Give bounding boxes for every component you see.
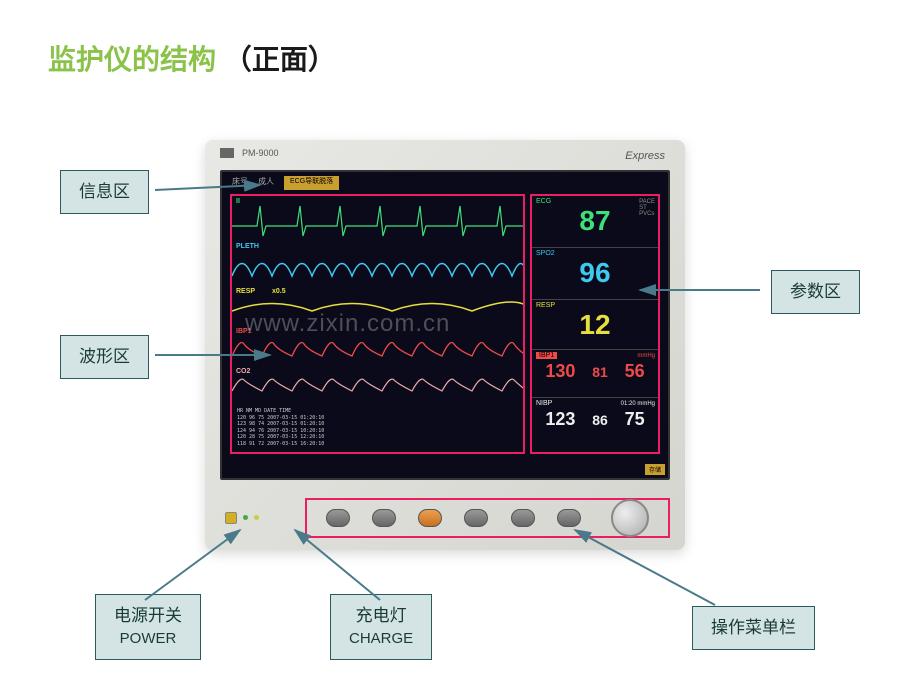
ecg-trace — [232, 196, 523, 241]
callout-text: 信息区 — [79, 182, 130, 201]
rotary-knob[interactable] — [611, 499, 649, 537]
menu-button[interactable] — [326, 509, 350, 527]
wave-label: IBP1 — [236, 328, 252, 335]
waveform-area: II PLETH RESP x0.5 IBP1 CO2 HR NM M — [230, 194, 525, 454]
callout-text: 波形区 — [79, 347, 130, 366]
wave-label: PLETH — [236, 243, 259, 250]
param-sub: PACESTPVCs — [639, 199, 655, 217]
callout-wave: 波形区 — [60, 335, 149, 379]
wave-pleth: PLETH — [232, 241, 523, 286]
wave-ibp: IBP1 — [232, 326, 523, 366]
param-label: IBP1 — [536, 352, 557, 359]
callout-info: 信息区 — [60, 170, 149, 214]
callout-power: 电源开关 POWER — [95, 594, 201, 660]
menu-button[interactable] — [511, 509, 535, 527]
param-ibp: IBP1 mmHg 130 81 56 — [532, 350, 658, 398]
param-value: 87 — [537, 199, 653, 235]
pleth-trace — [232, 241, 523, 286]
callout-menu: 操作菜单栏 — [692, 606, 815, 650]
status-chip: 存储 — [645, 464, 665, 475]
parameter-area: ECG 87 PACESTPVCs SPO2 96 RESP 12 IBP1 m… — [530, 194, 660, 454]
bp-dia: 86 — [592, 412, 608, 428]
menu-button[interactable] — [464, 509, 488, 527]
callout-param: 参数区 — [771, 270, 860, 314]
param-resp: RESP 12 — [532, 300, 658, 350]
table-row: 123 98 74 2007-03-15 01:20:10 — [237, 421, 324, 428]
param-label: ECG — [536, 198, 551, 205]
wave-ecg: II — [232, 196, 523, 241]
table-row: 120 28 75 2007-03-15 12:20:10 — [237, 434, 324, 441]
callout-sub: CHARGE — [349, 630, 413, 647]
callout-charge: 充电灯 CHARGE — [330, 594, 432, 660]
power-button[interactable] — [225, 512, 237, 524]
wave-co2: CO2 — [232, 366, 523, 401]
power-zone — [220, 512, 305, 524]
param-hr: ECG 87 PACESTPVCs — [532, 196, 658, 248]
page-title: 监护仪的结构 （正面） — [48, 38, 336, 78]
callout-text: 电源开关 — [114, 606, 182, 625]
title-main: 正面 — [252, 44, 308, 75]
title-paren-open: （ — [224, 44, 252, 75]
param-label: NIBP — [536, 400, 552, 407]
wave-label: II — [236, 198, 240, 205]
co2-trace — [232, 366, 523, 401]
param-spo2: SPO2 96 — [532, 248, 658, 300]
title-paren-close: ） — [308, 44, 336, 75]
monitor-brand-area: PM-9000 — [220, 148, 279, 158]
callout-text: 充电灯 — [356, 606, 407, 625]
monitor-screen: 床号 成人 ECG导联脱落 II PLETH RESP x0.5 IBP1 — [220, 170, 670, 480]
param-label: SPO2 — [536, 250, 555, 257]
param-unit: mmHg — [637, 353, 655, 359]
patient-monitor: PM-9000 Express 床号 成人 ECG导联脱落 II PLETH R… — [205, 140, 685, 550]
button-zone — [305, 498, 670, 538]
table-row: 118 91 72 2007-03-15 16:20:10 — [237, 441, 324, 448]
title-prefix: 监护仪的结构 — [48, 44, 216, 75]
bp-sys: 123 — [545, 409, 575, 430]
param-nibp: NIBP 01:20 mmHg 123 86 75 — [532, 398, 658, 448]
bp-mean: 75 — [625, 409, 645, 430]
wave-label: CO2 — [236, 368, 250, 375]
param-label: RESP — [536, 302, 555, 309]
charge-led-icon — [254, 515, 259, 520]
trend-table: HR NM MD DATE TIME 120 96 75 2007-03-15 … — [237, 408, 324, 447]
menu-button[interactable] — [418, 509, 442, 527]
callout-sub: POWER — [120, 630, 177, 647]
ibp-trace — [232, 326, 523, 366]
wave-sub: x0.5 — [272, 288, 286, 295]
menu-button[interactable] — [557, 509, 581, 527]
brand-logo — [220, 148, 234, 158]
wave-label: RESP — [236, 288, 255, 295]
bp-dia: 81 — [592, 364, 608, 380]
callout-text: 参数区 — [790, 282, 841, 301]
bp-sys: 130 — [545, 361, 575, 382]
info-seg: 成人 — [258, 176, 274, 190]
param-time: 01:20 mmHg — [621, 401, 655, 407]
wave-resp: RESP x0.5 — [232, 286, 523, 326]
ac-led-icon — [243, 515, 248, 520]
menu-button[interactable] — [372, 509, 396, 527]
info-alert: ECG导联脱落 — [284, 176, 339, 190]
bp-mean: 56 — [625, 361, 645, 382]
info-seg: 床号 — [232, 176, 248, 190]
control-panel — [220, 495, 670, 540]
brand-text: PM-9000 — [242, 148, 279, 158]
callout-text: 操作菜单栏 — [711, 618, 796, 637]
monitor-model: Express — [625, 150, 665, 162]
info-bar: 床号 成人 ECG导联脱落 — [232, 176, 658, 190]
